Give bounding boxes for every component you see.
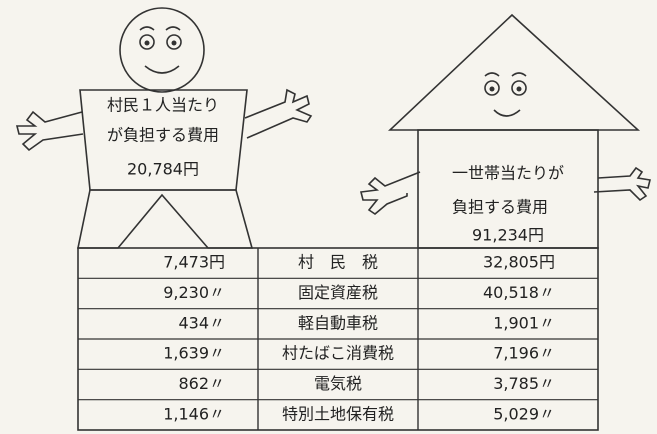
illustration: 村民１人当たり が負担する費用 20,784円 一世帯当たりが 負担する費用 9… — [0, 0, 657, 434]
per-household-cost: 32,805円 — [483, 253, 555, 272]
per-household-cost: 7,196〃 — [493, 344, 555, 363]
person-amount: 20,784円 — [127, 160, 199, 179]
per-household-cost: 40,518〃 — [483, 283, 555, 302]
tax-name: 村 民 税 — [298, 253, 378, 272]
tax-name: 村たばこ消費税 — [282, 344, 394, 363]
per-person-cost: 1,146〃 — [163, 404, 225, 423]
tax-name: 特別土地保有税 — [282, 404, 394, 423]
tax-name: 電気税 — [314, 374, 362, 393]
tax-name: 固定資産税 — [298, 283, 378, 302]
person-label-line: が負担する費用 — [107, 126, 219, 145]
house-amount: 91,234円 — [472, 226, 544, 245]
per-person-cost: 434〃 — [178, 313, 225, 332]
per-household-cost: 3,785〃 — [493, 374, 555, 393]
per-household-cost: 5,029〃 — [493, 404, 555, 423]
tax-name: 軽自動車税 — [298, 313, 378, 332]
per-person-cost: 1,639〃 — [163, 344, 225, 363]
person-label-line: 村民１人当たり — [107, 96, 219, 115]
per-person-cost: 862〃 — [178, 374, 225, 393]
per-person-cost: 7,473円 — [163, 253, 225, 272]
house-label-line: 負担する費用 — [452, 198, 548, 217]
per-person-cost: 9,230〃 — [163, 283, 225, 302]
house-label-line: 一世帯当たりが — [452, 164, 564, 183]
per-household-cost: 1,901〃 — [493, 313, 555, 332]
